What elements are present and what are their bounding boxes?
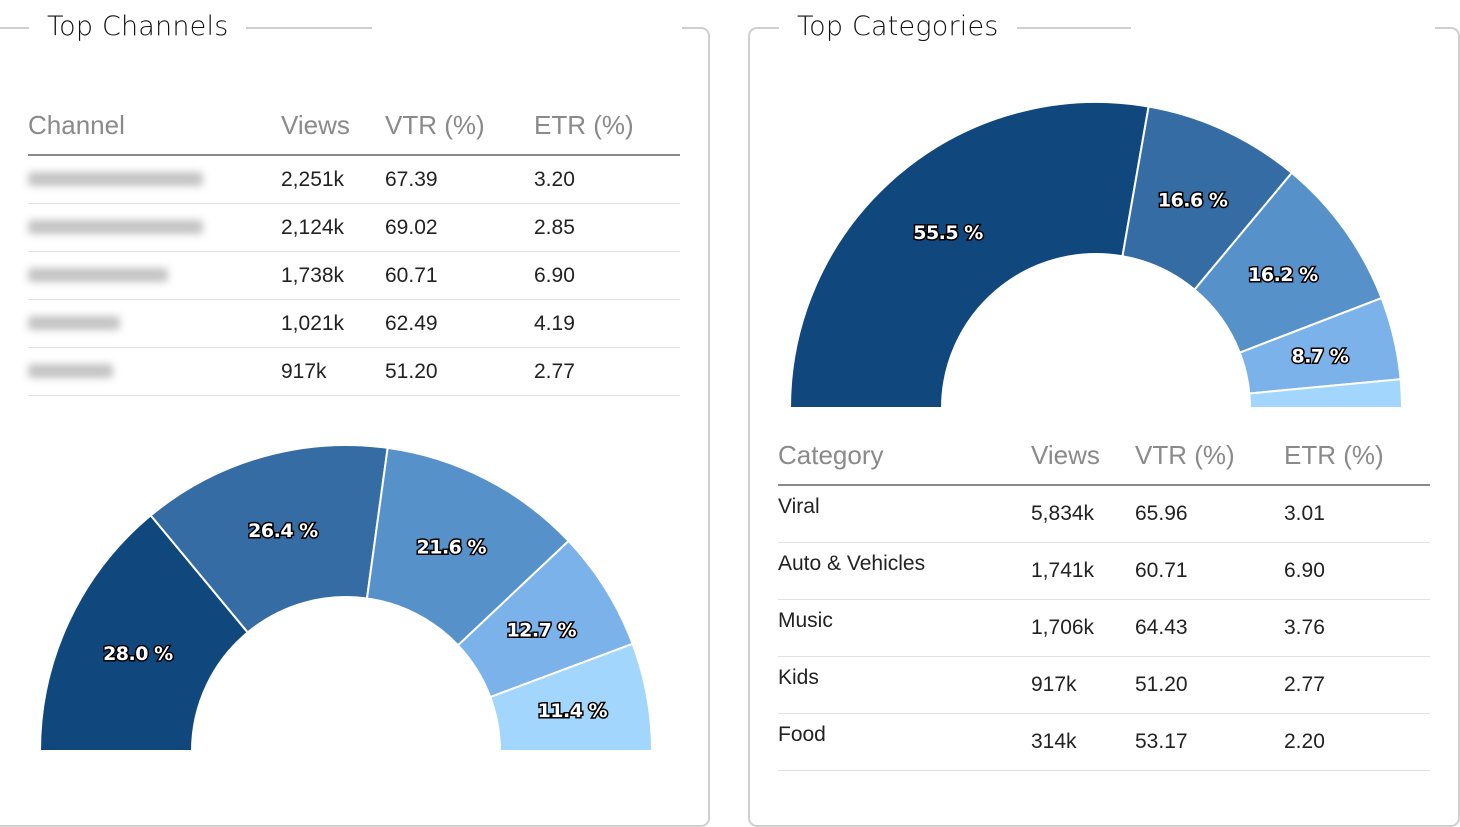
redacted-channel-name — [28, 171, 203, 186]
panel-title: Top Channels — [29, 9, 247, 45]
vtr-cell: 64.43 — [1135, 599, 1284, 657]
views-cell: 917k — [281, 347, 385, 396]
category-cell: Music — [778, 599, 1031, 657]
etr-cell: 2.20 — [1284, 713, 1430, 771]
redacted-channel-name — [28, 363, 113, 378]
etr-cell: 6.90 — [534, 251, 680, 300]
vtr-cell: 53.17 — [1135, 713, 1284, 771]
views-cell: 2,124k — [281, 203, 385, 252]
table-row[interactable]: 2,251k 67.39 3.20 — [28, 155, 680, 204]
table-row[interactable]: 1,021k 62.49 4.19 — [28, 299, 680, 348]
category-cell: Auto & Vehicles — [778, 542, 1031, 600]
donut-slice[interactable] — [788, 101, 1150, 409]
top-categories-table: Category Views VTR (%) ETR (%) Viral 5,8… — [778, 426, 1430, 771]
etr-cell: 4.19 — [534, 299, 680, 348]
top-channels-table: Channel Views VTR (%) ETR (%) 2,251k 67.… — [28, 96, 680, 396]
etr-cell: 2.77 — [1284, 656, 1430, 714]
column-header-vtr[interactable]: VTR (%) — [385, 96, 534, 156]
table-row[interactable]: Food 314k 53.17 2.20 — [778, 713, 1430, 771]
views-cell: 2,251k — [281, 155, 385, 204]
etr-cell: 3.01 — [1284, 485, 1430, 543]
vtr-cell: 62.49 — [385, 299, 534, 348]
column-header-channel[interactable]: Channel — [28, 96, 281, 156]
column-header-views[interactable]: Views — [281, 96, 385, 156]
column-header-etr[interactable]: ETR (%) — [534, 96, 680, 156]
border-gap — [1131, 27, 1435, 29]
table-row[interactable]: 1,738k 60.71 6.90 — [28, 251, 680, 300]
vtr-cell: 65.96 — [1135, 485, 1284, 543]
table-row[interactable]: Music 1,706k 64.43 3.76 — [778, 599, 1430, 657]
donut-slice[interactable] — [38, 513, 250, 752]
table-row[interactable]: Auto & Vehicles 1,741k 60.71 6.90 — [778, 542, 1430, 600]
views-cell: 917k — [1031, 656, 1135, 714]
donut-slice[interactable] — [149, 444, 389, 634]
views-cell: 314k — [1031, 713, 1135, 771]
vtr-cell: 60.71 — [1135, 542, 1284, 600]
etr-cell: 3.76 — [1284, 599, 1430, 657]
etr-cell: 3.20 — [534, 155, 680, 204]
table-header-row: Category Views VTR (%) ETR (%) — [778, 426, 1430, 486]
views-cell: 1,738k — [281, 251, 385, 300]
column-header-vtr[interactable]: VTR (%) — [1135, 426, 1284, 486]
views-cell: 1,706k — [1031, 599, 1135, 657]
category-cell: Food — [778, 713, 1031, 771]
vtr-cell: 67.39 — [385, 155, 534, 204]
redacted-channel-name — [28, 219, 203, 234]
border-gap — [372, 27, 682, 29]
top-categories-panel: Top Categories — [748, 9, 1460, 827]
views-cell: 1,021k — [281, 299, 385, 348]
column-header-etr[interactable]: ETR (%) — [1284, 426, 1430, 486]
donut-slice[interactable] — [1248, 378, 1404, 409]
column-header-views[interactable]: Views — [1031, 426, 1135, 486]
table-row[interactable]: Viral 5,834k 65.96 3.01 — [778, 485, 1430, 543]
table-header-row: Channel Views VTR (%) ETR (%) — [28, 96, 680, 156]
views-cell: 1,741k — [1031, 542, 1135, 600]
vtr-cell: 51.20 — [1135, 656, 1284, 714]
vtr-cell: 69.02 — [385, 203, 534, 252]
etr-cell: 2.85 — [534, 203, 680, 252]
table-row[interactable]: 2,124k 69.02 2.85 — [28, 203, 680, 252]
column-header-category[interactable]: Category — [778, 426, 1031, 486]
panel-title: Top Categories — [779, 9, 1017, 45]
vtr-cell: 51.20 — [385, 347, 534, 396]
table-row[interactable]: 917k 51.20 2.77 — [28, 347, 680, 396]
vtr-cell: 60.71 — [385, 251, 534, 300]
category-cell: Viral — [778, 485, 1031, 543]
table-row[interactable]: Kids 917k 51.20 2.77 — [778, 656, 1430, 714]
category-cell: Kids — [778, 656, 1031, 714]
etr-cell: 6.90 — [1284, 542, 1430, 600]
views-cell: 5,834k — [1031, 485, 1135, 543]
etr-cell: 2.77 — [534, 347, 680, 396]
donut-slice[interactable] — [488, 642, 654, 752]
redacted-channel-name — [28, 315, 120, 330]
redacted-channel-name — [28, 267, 168, 282]
